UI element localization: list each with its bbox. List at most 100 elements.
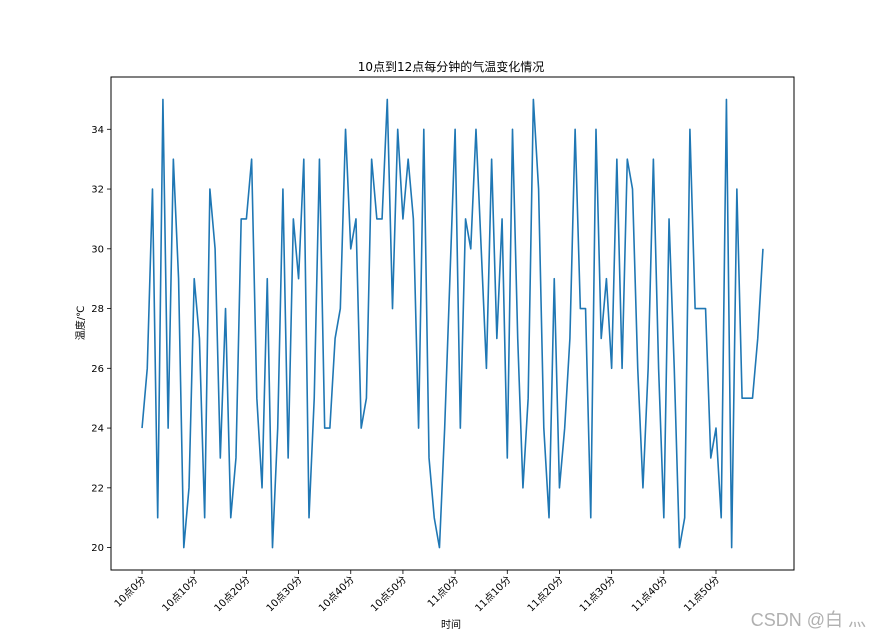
data-point bbox=[271, 547, 273, 549]
data-point bbox=[355, 218, 357, 220]
data-point bbox=[558, 487, 560, 489]
y-tick-label: 26 bbox=[91, 364, 104, 375]
data-point bbox=[245, 218, 247, 220]
data-point bbox=[543, 427, 545, 429]
y-axis-label: 温度/℃ bbox=[74, 306, 87, 341]
data-point bbox=[350, 248, 352, 250]
data-point bbox=[746, 397, 748, 399]
data-point bbox=[652, 158, 654, 160]
data-point bbox=[365, 397, 367, 399]
data-point bbox=[501, 218, 503, 220]
data-point bbox=[762, 248, 764, 250]
data-point bbox=[538, 188, 540, 190]
x-tick-label: 11点40分 bbox=[629, 574, 670, 615]
data-point bbox=[287, 457, 289, 459]
data-point bbox=[517, 337, 519, 339]
data-point bbox=[512, 128, 514, 130]
x-tick-label: 11点20分 bbox=[525, 574, 566, 615]
x-axis-label: 时间 bbox=[441, 618, 461, 631]
y-tick-label: 30 bbox=[91, 244, 104, 255]
data-point bbox=[303, 158, 305, 160]
data-point bbox=[475, 128, 477, 130]
data-point bbox=[673, 367, 675, 369]
data-point bbox=[256, 397, 258, 399]
x-tick-label: 11点30分 bbox=[577, 574, 618, 615]
data-point bbox=[752, 397, 754, 399]
data-point bbox=[225, 308, 227, 310]
data-point bbox=[689, 128, 691, 130]
data-point bbox=[715, 427, 717, 429]
data-point bbox=[209, 188, 211, 190]
data-point bbox=[564, 427, 566, 429]
data-point bbox=[141, 427, 143, 429]
data-point bbox=[506, 457, 508, 459]
data-point bbox=[376, 218, 378, 220]
watermark: CSDN @白 灬 bbox=[750, 610, 866, 630]
data-point bbox=[151, 188, 153, 190]
data-point bbox=[485, 367, 487, 369]
data-point bbox=[214, 248, 216, 250]
data-point bbox=[663, 517, 665, 519]
data-point bbox=[298, 278, 300, 280]
data-point bbox=[318, 158, 320, 160]
data-point bbox=[720, 517, 722, 519]
data-point bbox=[616, 158, 618, 160]
data-point bbox=[308, 517, 310, 519]
plot-area bbox=[110, 76, 795, 571]
data-point bbox=[371, 158, 373, 160]
data-point bbox=[496, 337, 498, 339]
data-point bbox=[579, 308, 581, 310]
data-point bbox=[251, 158, 253, 160]
y-tick-label: 24 bbox=[91, 424, 104, 435]
data-point bbox=[684, 517, 686, 519]
data-point bbox=[292, 218, 294, 220]
data-point bbox=[219, 457, 221, 459]
y-axis: 20 22 24 26 28 30 32 34 bbox=[91, 125, 111, 554]
data-point bbox=[626, 158, 628, 160]
y-tick-label: 20 bbox=[91, 543, 104, 554]
data-point bbox=[449, 278, 451, 280]
data-point bbox=[329, 427, 331, 429]
data-point bbox=[590, 517, 592, 519]
data-point bbox=[198, 337, 200, 339]
data-point bbox=[339, 308, 341, 310]
data-point bbox=[470, 248, 472, 250]
data-point bbox=[183, 547, 185, 549]
data-point bbox=[324, 427, 326, 429]
data-point bbox=[412, 218, 414, 220]
data-point bbox=[574, 128, 576, 130]
data-point bbox=[193, 278, 195, 280]
data-point bbox=[553, 278, 555, 280]
data-point bbox=[381, 218, 383, 220]
x-tick-label: 10点40分 bbox=[316, 574, 357, 615]
data-point bbox=[741, 397, 743, 399]
chart-title: 10点到12点每分钟的气温变化情况 bbox=[358, 59, 545, 74]
data-point bbox=[162, 98, 164, 100]
data-point bbox=[569, 337, 571, 339]
data-point bbox=[261, 487, 263, 489]
x-tick-label: 11点50分 bbox=[681, 574, 722, 615]
data-point bbox=[277, 427, 279, 429]
data-point bbox=[527, 397, 529, 399]
x-tick-label: 10点30分 bbox=[264, 574, 305, 615]
data-point bbox=[621, 367, 623, 369]
x-tick-label: 10点10分 bbox=[160, 574, 201, 615]
x-tick-label: 10点50分 bbox=[368, 574, 409, 615]
y-tick-label: 28 bbox=[91, 304, 104, 315]
data-point bbox=[178, 278, 180, 280]
data-point bbox=[637, 367, 639, 369]
data-point bbox=[172, 158, 174, 160]
data-point bbox=[611, 367, 613, 369]
data-point bbox=[235, 457, 237, 459]
data-point bbox=[360, 427, 362, 429]
y-tick-label: 32 bbox=[91, 185, 104, 196]
data-point bbox=[313, 397, 315, 399]
data-point bbox=[694, 308, 696, 310]
x-tick-label: 10点20分 bbox=[212, 574, 253, 615]
y-tick-label: 34 bbox=[91, 125, 104, 136]
data-point bbox=[699, 308, 701, 310]
data-point bbox=[678, 547, 680, 549]
data-point bbox=[585, 308, 587, 310]
data-point bbox=[491, 158, 493, 160]
